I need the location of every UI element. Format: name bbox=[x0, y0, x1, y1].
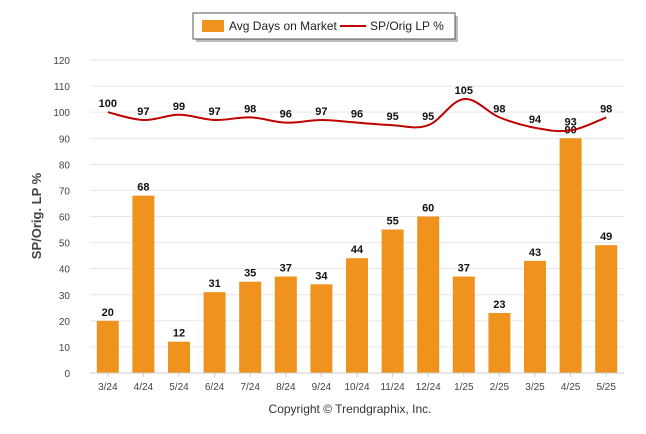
x-tick-label: 2/25 bbox=[490, 382, 510, 393]
footer-copyright: Copyright © Trendgraphix, Inc. bbox=[269, 402, 432, 416]
bar-value-label: 37 bbox=[458, 262, 470, 274]
x-tick-label: 3/24 bbox=[98, 382, 118, 393]
line-value-label: 96 bbox=[351, 109, 363, 121]
line-value-label: 98 bbox=[244, 103, 256, 115]
legend-bar-swatch bbox=[202, 20, 224, 32]
x-tick-label: 4/24 bbox=[134, 382, 154, 393]
x-tick-label: 8/24 bbox=[276, 382, 296, 393]
bar-value-label: 20 bbox=[102, 307, 114, 319]
line-labels-layer: 100 97 99 97 98 96 97 96 95 95 105 98 94 93 98 bbox=[99, 85, 613, 128]
bar bbox=[239, 281, 262, 373]
bar-value-label: 34 bbox=[315, 270, 328, 282]
line-value-label: 98 bbox=[493, 103, 505, 115]
bar bbox=[310, 284, 333, 373]
y-tick-label: 0 bbox=[64, 369, 70, 380]
bar-value-label: 60 bbox=[422, 203, 434, 215]
bar-value-label: 43 bbox=[529, 247, 541, 259]
y-tick-label: 40 bbox=[59, 265, 71, 276]
line-value-label: 99 bbox=[173, 101, 185, 113]
y-tick-label: 120 bbox=[53, 56, 70, 67]
y-tick-label: 50 bbox=[59, 239, 71, 250]
legend-line-label: SP/Orig LP % bbox=[370, 19, 444, 33]
y-tick-label: 20 bbox=[59, 317, 71, 328]
bar bbox=[132, 195, 155, 373]
x-tick-label: 12/24 bbox=[416, 382, 441, 393]
line-value-label: 95 bbox=[422, 111, 434, 123]
bar bbox=[452, 276, 475, 373]
line-value-label: 100 bbox=[99, 98, 117, 110]
bar-value-label: 35 bbox=[244, 268, 256, 280]
x-tick-label: 3/25 bbox=[525, 382, 545, 393]
line-layer bbox=[107, 98, 607, 133]
line-value-label: 98 bbox=[600, 103, 612, 115]
y-axis-ticks: 0 10 20 30 40 50 60 70 80 90 100 110 120 bbox=[53, 56, 70, 380]
bar-value-label: 37 bbox=[280, 262, 292, 274]
x-tick-label: 5/24 bbox=[169, 382, 189, 393]
x-tick-label: 10/24 bbox=[344, 382, 369, 393]
bar bbox=[203, 292, 226, 373]
bar-value-label: 31 bbox=[208, 278, 220, 290]
bar bbox=[524, 260, 546, 373]
y-tick-label: 60 bbox=[59, 213, 71, 224]
line-value-label: 93 bbox=[564, 116, 576, 128]
legend-box bbox=[192, 12, 456, 40]
bar bbox=[595, 245, 618, 373]
y-tick-label: 70 bbox=[59, 186, 71, 197]
bar-value-label: 12 bbox=[173, 328, 185, 340]
line-value-label: 105 bbox=[455, 85, 473, 97]
line-value-label: 97 bbox=[137, 106, 149, 118]
x-tick-label: 11/24 bbox=[380, 382, 405, 393]
y-tick-label: 100 bbox=[53, 108, 70, 119]
bar-value-label: 55 bbox=[386, 216, 398, 228]
bar-value-label: 49 bbox=[600, 231, 612, 243]
legend: Avg Days on Market SP/Orig LP % bbox=[192, 12, 458, 42]
bar bbox=[417, 216, 440, 373]
y-tick-label: 10 bbox=[59, 343, 71, 354]
x-axis-ticks: 3/24 4/24 5/24 6/24 7/24 8/24 9/24 10/24 11/24 12… bbox=[98, 373, 616, 393]
line-value-label: 97 bbox=[208, 106, 220, 118]
bar bbox=[559, 138, 582, 373]
line-value-label: 96 bbox=[280, 109, 292, 121]
bar-value-label: 23 bbox=[493, 299, 505, 311]
bar bbox=[96, 320, 119, 373]
y-axis-label: SP/Orig. LP % bbox=[29, 172, 44, 259]
x-tick-label: 4/25 bbox=[561, 382, 581, 393]
x-tick-label: 6/24 bbox=[205, 382, 225, 393]
x-tick-label: 5/25 bbox=[596, 382, 616, 393]
bar bbox=[168, 341, 190, 373]
bars-layer bbox=[96, 138, 618, 373]
bar-value-label: 44 bbox=[351, 244, 364, 256]
line-value-label: 97 bbox=[315, 106, 327, 118]
bar bbox=[274, 276, 297, 373]
bar bbox=[381, 229, 404, 373]
line-value-label: 95 bbox=[386, 111, 398, 123]
series-line bbox=[107, 98, 607, 133]
x-tick-label: 7/24 bbox=[240, 382, 260, 393]
x-tick-label: 1/25 bbox=[454, 382, 474, 393]
y-tick-label: 80 bbox=[59, 160, 71, 171]
line-value-label: 94 bbox=[529, 114, 542, 126]
x-tick-label: 9/24 bbox=[312, 382, 332, 393]
y-tick-label: 110 bbox=[54, 82, 70, 93]
bar bbox=[488, 313, 511, 373]
y-tick-label: 90 bbox=[59, 134, 71, 145]
y-tick-label: 30 bbox=[59, 291, 71, 302]
legend-bar-label: Avg Days on Market bbox=[229, 19, 337, 33]
bar bbox=[346, 258, 368, 373]
bar-value-label: 68 bbox=[137, 182, 149, 194]
